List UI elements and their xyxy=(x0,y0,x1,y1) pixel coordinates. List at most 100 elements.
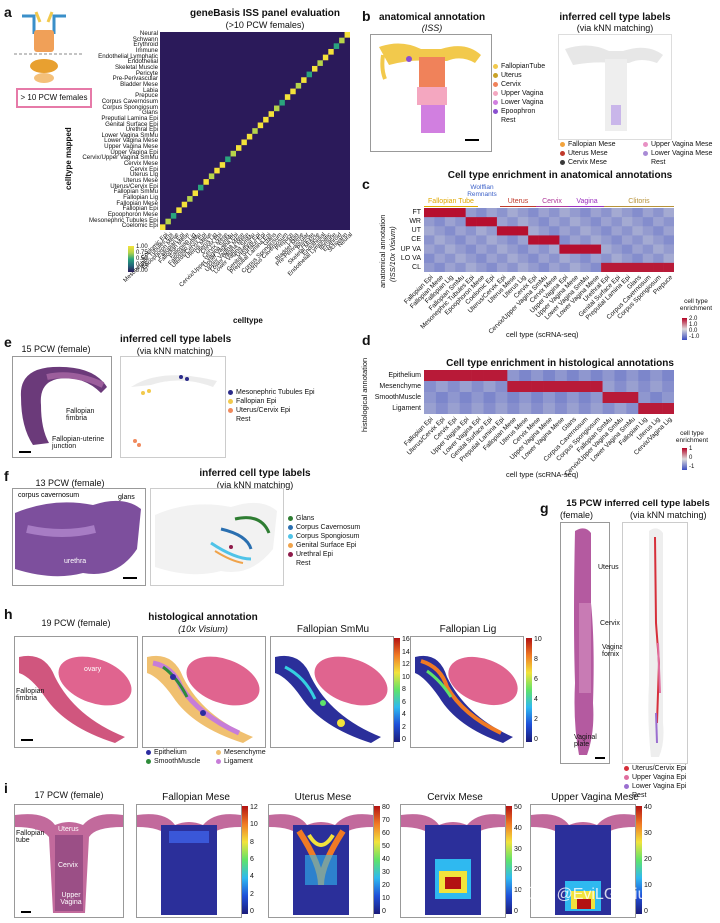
panel-h-he-image xyxy=(14,636,138,748)
panel-d-cell xyxy=(578,403,591,414)
panel-c-group-label: Clitoris xyxy=(628,198,650,205)
panel-d-cell xyxy=(507,370,520,382)
panel-d-cell xyxy=(471,370,484,382)
panel-i-cb3-tick: 80 xyxy=(382,804,390,811)
panel-e-anno-junction: Fallopian-uterine junction xyxy=(52,436,105,450)
panel-c-cell xyxy=(559,244,571,255)
panel-d-cell xyxy=(519,403,532,414)
panel-a-row-label: Fallopian Lig xyxy=(123,194,158,202)
panel-h-t2: histological annotation xyxy=(148,612,258,623)
panel-c-cell xyxy=(642,235,654,245)
panel-c-cell xyxy=(653,262,664,272)
panel-c-cell xyxy=(621,226,633,236)
panel-c-cell xyxy=(642,262,654,272)
panel-c-cell xyxy=(434,217,446,227)
panel-g-left-sub: (female) xyxy=(560,510,594,520)
panel-c-cell xyxy=(601,226,612,236)
panel-d-cell xyxy=(435,370,449,382)
panel-c-cell xyxy=(476,244,487,255)
panel-c-cell xyxy=(569,262,581,272)
panel-c-cell xyxy=(517,244,529,255)
panel-g-legend-label: Upper Vagina Epi xyxy=(632,774,687,781)
panel-i-cb4 xyxy=(506,806,512,914)
panel-a-diagonal-cell xyxy=(236,145,242,151)
panel-c-cell xyxy=(663,244,674,255)
panel-d-cell xyxy=(638,403,651,414)
panel-i-cb4-tick: 50 xyxy=(514,804,522,811)
panel-f-legend-label: Glans xyxy=(296,515,315,522)
panel-e-right-title: inferred cell type labels xyxy=(120,334,232,345)
panel-b-right-legend-dot xyxy=(643,160,648,165)
panel-c-cell xyxy=(642,253,654,264)
panel-d-cell xyxy=(626,381,639,393)
panel-i-t1: 17 PCW (female) xyxy=(34,790,104,800)
panel-i-cervix-image xyxy=(400,804,506,918)
panel-c-cell xyxy=(507,217,519,227)
panel-g-legend-dot xyxy=(624,765,629,771)
panel-a-row-label: Mesonephric Tubules Epi xyxy=(89,216,158,224)
panel-c-cell xyxy=(642,208,654,218)
panel-label-f: f xyxy=(4,468,9,484)
panel-c-cell xyxy=(559,208,571,218)
panel-c-cell xyxy=(611,235,623,245)
panel-g-legend-item: Rest xyxy=(624,791,686,800)
panel-c-cell xyxy=(569,253,581,264)
panel-c-cell xyxy=(476,208,487,218)
panel-h-legend-item: SmoothMuscle xyxy=(146,757,200,766)
panel-c-row-label: FT xyxy=(412,209,421,216)
panel-b-left-legend-label: Upper Vagina xyxy=(501,90,544,97)
panel-a-diagonal-cell xyxy=(252,128,258,134)
panel-b-right-legend-label: Cervix Mese xyxy=(568,159,607,166)
panel-h-t4: Fallopian Lig xyxy=(439,624,497,635)
panel-c-cell xyxy=(486,217,498,227)
panel-d-cell xyxy=(614,370,627,382)
panel-i-cb3-tick: 60 xyxy=(382,830,390,837)
panel-a-row-label: Corpus Cavernosum xyxy=(101,97,158,105)
panel-c-cell xyxy=(496,253,508,264)
panel-c-cell xyxy=(632,217,644,227)
panel-d-heatmap xyxy=(424,370,674,414)
panel-c-cell xyxy=(663,262,674,272)
panel-d-legend-tick: 0 xyxy=(689,455,693,461)
panel-i-cb5-tick: 30 xyxy=(644,830,652,837)
panel-f-legend-item: Rest xyxy=(288,559,360,568)
panel-c-group-bracket xyxy=(424,206,478,207)
panel-a-row-label: Cervix Mese xyxy=(123,160,158,168)
panel-f-legend-label: Urethral Epi xyxy=(296,551,333,558)
panel-a-cb-tick: 0.75 xyxy=(136,250,148,256)
panel-c-cell xyxy=(601,262,612,272)
panel-b-left-legend-dot xyxy=(493,90,498,96)
panel-c-cell xyxy=(549,235,560,245)
panel-a-cb-tick: 0.25 xyxy=(136,262,148,268)
panel-c-group-label: Fallopian Tube xyxy=(428,198,474,205)
panel-a-diagonal-cell xyxy=(208,173,215,180)
panel-c-cell xyxy=(434,253,446,264)
panel-c-cell xyxy=(496,217,508,227)
panel-e-legend-item: Uterus/Cervix Epi xyxy=(228,406,315,415)
panel-b-left-legend-label: FallopianTube xyxy=(501,63,546,70)
panel-c-cell xyxy=(444,217,456,227)
panel-d-cell xyxy=(543,403,556,414)
panel-h-legend: Epithelium SmoothMuscle Mesenchyme Ligament xyxy=(146,748,270,766)
panel-g-legend-label: Uterus/Cervix Epi xyxy=(632,765,687,772)
panel-f-legend-item: Urethral Epi xyxy=(288,550,360,559)
panel-c-cell xyxy=(528,217,539,227)
panel-d-cell xyxy=(459,370,472,382)
panel-g-legend-item: Upper Vagina Epi xyxy=(624,773,686,782)
panel-i-vagina-image xyxy=(530,804,636,918)
panel-d-cell xyxy=(507,381,520,393)
panel-a-row-label: Upper Vagina Epi xyxy=(110,148,158,156)
panel-b-right-legend-dot xyxy=(643,150,648,156)
panel-a-diagonal-cell xyxy=(328,48,334,55)
panel-d-cell xyxy=(602,381,615,393)
panel-a-row-label: Cervix Epi xyxy=(130,165,158,173)
panel-c-cell xyxy=(611,208,623,218)
panel-f-legend-item: Glans xyxy=(288,514,360,523)
panel-h-cb3-tick: 16 xyxy=(402,636,410,643)
panel-g-legend-label: Lower Vagina Epi xyxy=(632,783,687,790)
panel-h-cb4-tick: 8 xyxy=(534,656,538,663)
panel-c-group-label: Wolffian Remnants xyxy=(467,184,497,198)
inset-label: > 10 PCW females xyxy=(16,88,92,108)
panel-g-anno-uterus: Uterus xyxy=(598,564,619,571)
panel-a-diagonal-cell xyxy=(301,77,307,83)
